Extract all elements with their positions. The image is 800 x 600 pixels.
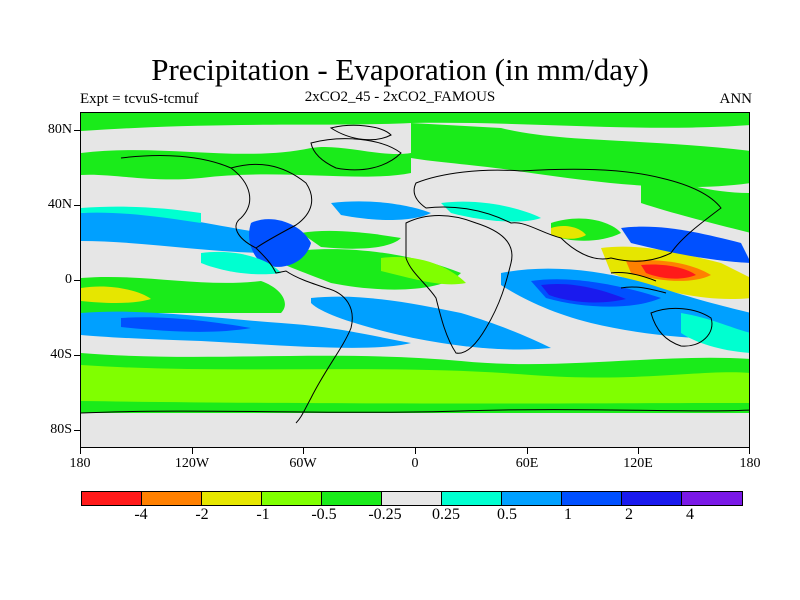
lon-tick — [303, 448, 304, 454]
legend-swatch — [262, 492, 322, 505]
legend-label: 2 — [625, 506, 633, 523]
lon-label-120w: 120W — [174, 456, 210, 471]
lon-tick — [415, 448, 416, 454]
season-label: ANN — [719, 91, 753, 107]
legend-label: 0.25 — [432, 506, 460, 523]
lon-tick — [638, 448, 639, 454]
legend-swatch — [442, 492, 502, 505]
lon-label-120e: 120E — [623, 456, 653, 471]
lat-tick — [74, 205, 80, 206]
legend-label: -4 — [134, 506, 148, 523]
legend-label: 4 — [686, 506, 694, 523]
legend-swatch — [82, 492, 142, 505]
legend-label: 0.5 — [497, 506, 517, 523]
legend-swatch — [502, 492, 562, 505]
lat-label-0: 0 — [65, 272, 72, 287]
legend-swatch — [382, 492, 442, 505]
legend-label: -2 — [195, 506, 209, 523]
legend-swatch — [142, 492, 202, 505]
coastlines — [81, 124, 749, 424]
lon-tick — [80, 448, 81, 454]
lon-tick — [749, 448, 750, 454]
lon-label-180e: 180 — [739, 456, 761, 471]
wetting-patches — [81, 201, 749, 353]
field-patches — [81, 113, 749, 413]
lon-label-0: 0 — [411, 456, 419, 471]
lat-tick — [74, 355, 80, 356]
figure-title: Precipitation - Evaporation (in mm/day) — [151, 52, 649, 87]
map-canvas — [81, 113, 749, 424]
lon-tick — [527, 448, 528, 454]
lat-label-80s: 80S — [50, 422, 72, 437]
lat-label-80n: 80N — [47, 122, 72, 137]
legend-swatch — [322, 492, 382, 505]
experiment-label: Expt = tcvuS-tcmuf — [80, 91, 199, 107]
legend-label: -1 — [256, 506, 270, 523]
color-legend-bar — [81, 491, 743, 506]
legend-label: -0.25 — [368, 506, 402, 523]
lat-tick — [74, 430, 80, 431]
world-map — [80, 112, 750, 448]
legend-swatch — [202, 492, 262, 505]
lat-tick — [74, 130, 80, 131]
legend-label: 1 — [564, 506, 572, 523]
lon-tick — [192, 448, 193, 454]
lat-label-40s: 40S — [50, 347, 72, 362]
legend-swatch — [622, 492, 682, 505]
lat-label-40n: 40N — [47, 197, 72, 212]
lon-label-60w: 60W — [289, 456, 317, 471]
comparison-label: 2xCO2_45 - 2xCO2_FAMOUS — [304, 89, 496, 105]
drying-patches — [81, 225, 749, 303]
legend-label: -0.5 — [311, 506, 337, 523]
legend-swatch — [562, 492, 622, 505]
lat-tick — [74, 280, 80, 281]
legend-swatch — [682, 492, 742, 505]
lon-label-60e: 60E — [515, 456, 539, 471]
lon-label-180w: 180 — [69, 456, 91, 471]
